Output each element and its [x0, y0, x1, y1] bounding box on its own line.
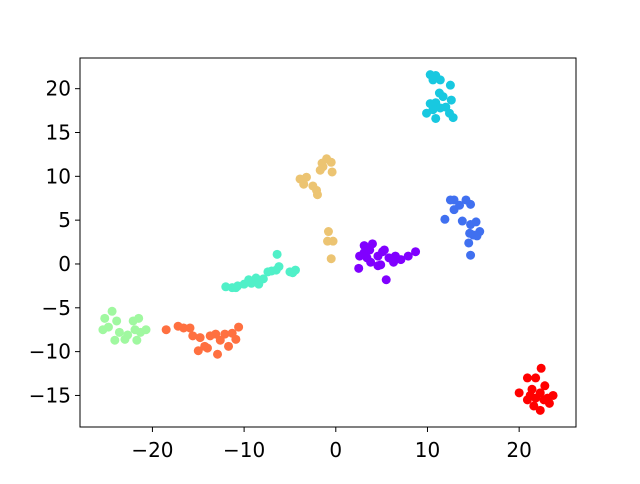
point — [110, 335, 120, 345]
point — [299, 179, 309, 189]
point — [535, 405, 545, 415]
point — [134, 313, 144, 323]
point — [328, 236, 338, 246]
point — [132, 335, 142, 345]
point — [323, 227, 333, 237]
point — [193, 346, 203, 356]
point — [211, 329, 221, 339]
point — [123, 330, 133, 340]
point — [231, 283, 241, 293]
point — [327, 167, 337, 177]
point — [471, 217, 481, 227]
point — [326, 254, 336, 264]
point — [428, 105, 438, 115]
point — [112, 316, 122, 326]
point — [445, 80, 455, 90]
point — [188, 331, 198, 341]
point — [272, 249, 282, 259]
point — [540, 381, 550, 391]
point — [529, 401, 539, 411]
point — [396, 255, 406, 265]
point — [466, 250, 476, 260]
point — [539, 395, 549, 405]
point — [161, 325, 171, 335]
point — [100, 313, 110, 323]
point — [98, 325, 108, 335]
point — [373, 261, 383, 271]
point — [365, 245, 375, 255]
point — [288, 268, 298, 278]
point — [457, 216, 467, 226]
x-tick-label: 20 — [506, 438, 531, 462]
point — [179, 323, 189, 333]
point — [215, 335, 225, 345]
point — [246, 278, 256, 288]
point — [525, 390, 535, 400]
point — [449, 205, 459, 215]
point — [403, 251, 413, 261]
point — [312, 190, 322, 200]
point — [431, 113, 441, 123]
point — [379, 245, 389, 255]
point — [472, 231, 482, 241]
point — [114, 327, 124, 337]
point — [195, 333, 205, 343]
point — [224, 341, 234, 351]
point — [514, 388, 524, 398]
point — [107, 306, 117, 316]
point — [185, 323, 195, 333]
point — [354, 263, 364, 273]
point — [441, 102, 451, 112]
x-tick-label: −20 — [131, 438, 173, 462]
y-tick-label: 5 — [58, 208, 71, 232]
point — [446, 95, 456, 105]
y-tick-label: 15 — [46, 121, 71, 145]
point — [141, 325, 151, 335]
point — [234, 322, 244, 332]
point — [258, 274, 268, 284]
point — [435, 75, 445, 85]
point — [548, 390, 558, 400]
plot-frame — [79, 57, 577, 428]
point — [220, 329, 230, 339]
x-tick-label: 0 — [329, 438, 342, 462]
point — [522, 373, 532, 383]
point — [531, 373, 541, 383]
point — [274, 262, 284, 272]
y-tick-label: 0 — [58, 252, 71, 276]
y-tick-label: −5 — [42, 296, 71, 320]
point — [536, 363, 546, 373]
point — [366, 257, 376, 267]
point — [466, 199, 476, 209]
y-tick-label: −15 — [29, 383, 71, 407]
point — [438, 92, 448, 102]
point — [411, 247, 421, 257]
point — [301, 172, 311, 182]
point — [428, 75, 438, 85]
x-tick-label: −10 — [223, 438, 265, 462]
y-tick-label: −10 — [29, 340, 71, 364]
point — [202, 343, 212, 353]
point — [440, 214, 450, 224]
point — [326, 157, 336, 167]
point — [213, 349, 223, 359]
y-tick-label: 10 — [46, 164, 71, 188]
point — [381, 275, 391, 285]
x-tick-label: 10 — [415, 438, 440, 462]
point — [389, 257, 399, 267]
point — [231, 334, 241, 344]
point — [464, 238, 474, 248]
point — [318, 162, 328, 172]
y-tick-label: 20 — [46, 77, 71, 101]
